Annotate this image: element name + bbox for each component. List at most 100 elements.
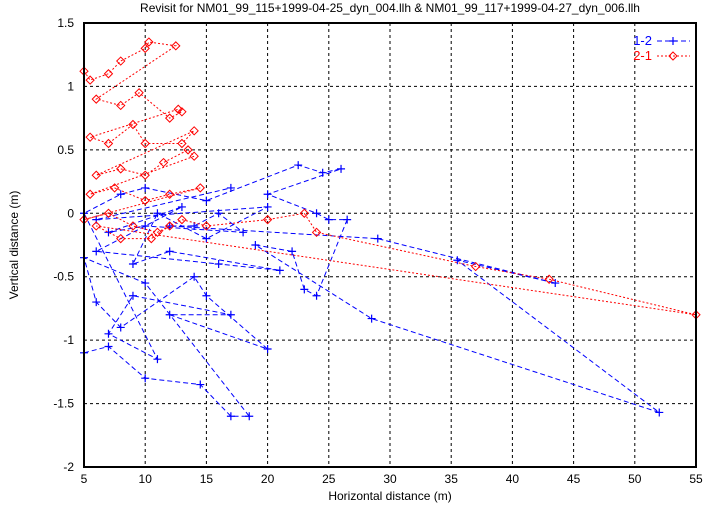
data-point — [226, 183, 235, 192]
data-point — [85, 75, 95, 85]
data-point — [158, 157, 169, 168]
data-point — [171, 41, 181, 51]
data-point — [164, 221, 175, 231]
data-point — [141, 221, 150, 230]
data-point — [140, 195, 150, 206]
data-point — [173, 104, 183, 114]
data-point — [128, 260, 137, 269]
data-point — [189, 151, 199, 161]
data-point — [177, 138, 187, 149]
data-point — [318, 168, 327, 177]
data-point — [141, 279, 150, 288]
data-point — [202, 234, 211, 243]
data-point — [343, 215, 352, 224]
y-tick-label: -1 — [63, 333, 74, 347]
y-tick-label: 1.5 — [57, 16, 74, 30]
data-point — [85, 189, 95, 199]
data-point — [165, 310, 174, 319]
data-point — [177, 202, 186, 211]
data-point — [153, 209, 162, 218]
series-1-2 — [80, 161, 664, 421]
data-point — [311, 227, 322, 238]
data-point — [453, 256, 462, 265]
x-tick-label: 20 — [261, 472, 275, 486]
data-point — [655, 408, 664, 417]
y-tick-label: -0.5 — [53, 270, 74, 284]
data-point — [551, 279, 560, 288]
x-tick-label: 15 — [200, 472, 214, 486]
data-point — [141, 374, 150, 383]
x-axis-label: Horizontal distance (m) — [328, 489, 451, 503]
data-point — [103, 69, 114, 79]
data-point — [373, 234, 382, 243]
data-point — [324, 215, 333, 224]
data-point — [226, 412, 235, 421]
data-point — [109, 183, 120, 193]
data-point — [164, 189, 175, 199]
data-point — [116, 56, 126, 66]
data-point — [201, 221, 212, 231]
data-point — [140, 170, 150, 180]
y-axis-label: Vertical distance (m) — [7, 191, 21, 300]
y-tick-label: 0 — [67, 206, 74, 220]
data-point — [202, 291, 211, 300]
data-point — [165, 247, 174, 256]
data-point — [116, 233, 126, 244]
data-point — [177, 214, 187, 225]
x-tick-label: 30 — [383, 472, 397, 486]
data-point — [263, 345, 272, 354]
data-point — [263, 190, 272, 199]
data-point — [128, 221, 138, 231]
series-line — [83, 41, 697, 316]
data-point — [91, 94, 101, 104]
data-point — [104, 329, 113, 338]
series-line — [83, 164, 660, 417]
data-point — [294, 161, 303, 170]
data-point — [140, 138, 150, 149]
x-tick-label: 50 — [628, 472, 642, 486]
data-point — [85, 132, 95, 142]
data-point — [214, 260, 223, 269]
x-tick-label: 10 — [139, 472, 153, 486]
data-point — [104, 228, 113, 237]
series-2-1 — [79, 37, 701, 320]
y-tick-label: 0.5 — [57, 143, 74, 157]
x-tick-label: 55 — [689, 472, 703, 486]
data-point — [262, 214, 273, 225]
data-point — [92, 247, 101, 256]
data-point — [275, 266, 284, 275]
data-point — [103, 138, 114, 149]
legend-label: 1-2 — [633, 33, 652, 48]
x-tick-label: 5 — [81, 472, 88, 486]
legend: 1-22-1 — [633, 33, 690, 63]
x-tick-label: 35 — [445, 472, 459, 486]
data-point — [152, 227, 163, 238]
plot-frame — [83, 22, 697, 468]
data-point — [128, 119, 138, 130]
data-point — [337, 164, 346, 173]
data-point — [177, 107, 187, 117]
data-point — [141, 183, 150, 192]
data-point — [196, 380, 205, 389]
data-point — [312, 209, 321, 218]
data-point — [470, 261, 481, 272]
data-point — [91, 221, 101, 231]
data-point — [153, 355, 162, 364]
data-point — [668, 51, 678, 61]
data-point — [288, 247, 297, 256]
data-point — [544, 274, 554, 284]
data-point — [300, 285, 309, 294]
y-tick-label: 1 — [67, 79, 74, 93]
data-point — [195, 183, 205, 193]
data-point — [669, 37, 677, 45]
data-point — [144, 37, 154, 47]
data-point — [164, 113, 175, 123]
y-tick-label: -2 — [63, 460, 74, 474]
data-point — [245, 412, 254, 421]
data-point — [202, 196, 211, 205]
x-tick-label: 45 — [567, 472, 581, 486]
y-tick-label: -1.5 — [53, 397, 74, 411]
legend-label: 2-1 — [633, 48, 652, 63]
data-point — [214, 209, 223, 218]
chart-title: Revisit for NM01_99_115+1999-04-25_dyn_0… — [140, 1, 640, 15]
